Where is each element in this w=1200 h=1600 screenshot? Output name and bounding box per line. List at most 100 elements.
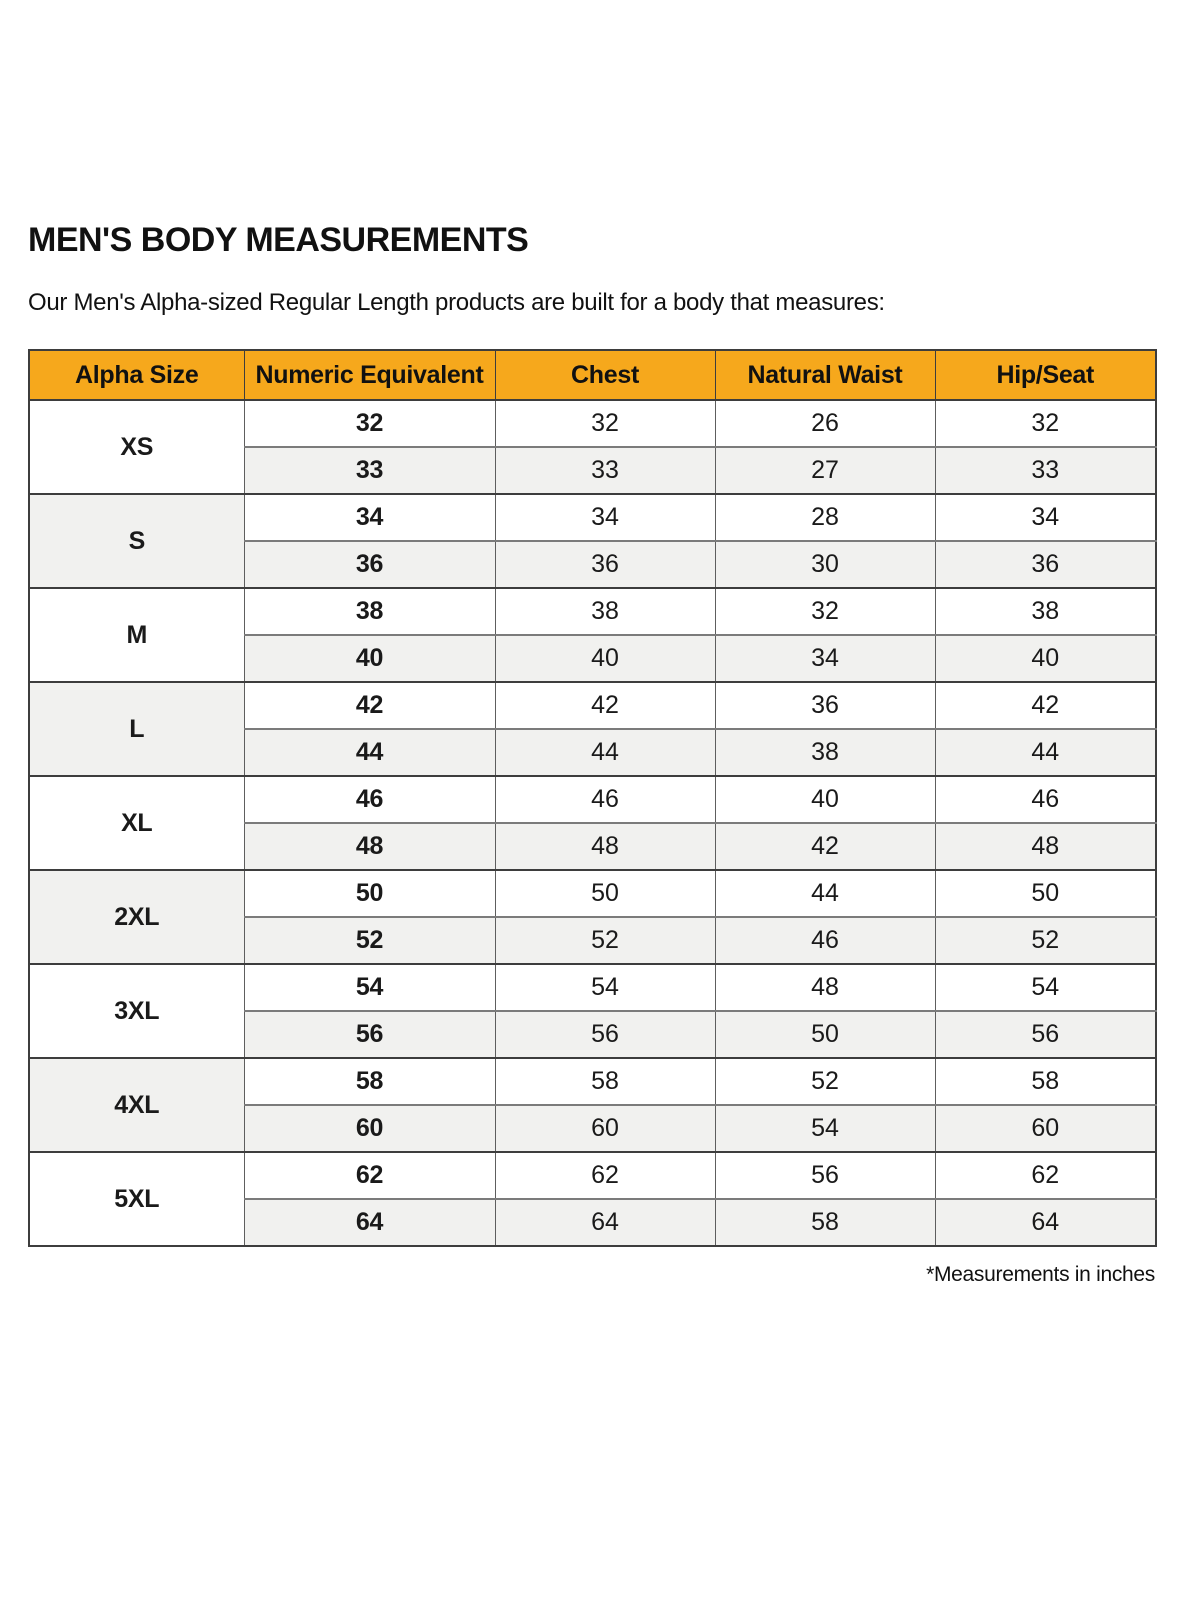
- chest-cell: 60: [494, 1104, 716, 1153]
- alpha-size-cell: L: [28, 681, 245, 777]
- size-table-body: XS 32 32 26 32 33 33 27 33 S 34 34 28 34 36 36 30 36 M 38 38…: [28, 399, 1157, 1247]
- chest-cell: 58: [494, 1057, 716, 1106]
- natural-waist-cell: 27: [714, 446, 936, 495]
- table-row: 2XL 50 50 44 50: [28, 869, 1157, 965]
- header-row: Alpha Size Numeric Equivalent Chest Natu…: [28, 349, 1157, 402]
- numeric-equivalent-cell: 60: [243, 1104, 496, 1153]
- numeric-equivalent-cell: 56: [243, 1010, 496, 1059]
- alpha-size-cell: 5XL: [28, 1151, 245, 1247]
- natural-waist-cell: 30: [714, 540, 936, 589]
- natural-waist-cell: 38: [714, 728, 936, 777]
- header-cell-numeric-equivalent: Numeric Equivalent: [243, 349, 496, 402]
- numeric-equivalent-cell: 52: [243, 916, 496, 965]
- chest-cell: 54: [494, 963, 716, 1012]
- natural-waist-cell: 50: [714, 1010, 936, 1059]
- natural-waist-cell: 32: [714, 587, 936, 636]
- table-row: L 42 42 36 42: [28, 681, 1157, 777]
- chest-cell: 62: [494, 1151, 716, 1200]
- table-row: XL 46 46 40 46: [28, 775, 1157, 871]
- content-area: MEN'S BODY MEASUREMENTS Our Men's Alpha-…: [28, 221, 1157, 1287]
- numeric-equivalent-cell: 42: [243, 681, 496, 730]
- table-row: M 38 38 32 38: [28, 587, 1157, 683]
- chest-cell: 52: [494, 916, 716, 965]
- numeric-equivalent-cell: 58: [243, 1057, 496, 1106]
- hip-seat-cell: 40: [934, 634, 1157, 683]
- alpha-size-cell: XL: [28, 775, 245, 871]
- natural-waist-cell: 28: [714, 493, 936, 542]
- numeric-equivalent-cell: 48: [243, 822, 496, 871]
- numeric-equivalent-cell: 38: [243, 587, 496, 636]
- alpha-size-cell: M: [28, 587, 245, 683]
- hip-seat-cell: 42: [934, 681, 1157, 730]
- natural-waist-cell: 40: [714, 775, 936, 824]
- natural-waist-cell: 54: [714, 1104, 936, 1153]
- header-cell-alpha-size: Alpha Size: [28, 349, 245, 402]
- alpha-size-cell: 4XL: [28, 1057, 245, 1153]
- hip-seat-cell: 56: [934, 1010, 1157, 1059]
- alpha-size-cell: 3XL: [28, 963, 245, 1059]
- header-cell-hip-seat: Hip/Seat: [934, 349, 1157, 402]
- hip-seat-cell: 33: [934, 446, 1157, 495]
- hip-seat-cell: 34: [934, 493, 1157, 542]
- chest-cell: 36: [494, 540, 716, 589]
- table-row: 36 36 30 36: [29, 540, 1157, 589]
- measurements-footnote: *Measurements in inches: [926, 1263, 1155, 1287]
- table-row: 33 33 27 33: [29, 446, 1157, 495]
- table-row: 5XL 62 62 56 62: [28, 1151, 1157, 1247]
- table-row: 64 64 58 64: [29, 1198, 1157, 1247]
- natural-waist-cell: 56: [714, 1151, 936, 1200]
- hip-seat-cell: 50: [934, 869, 1157, 918]
- chest-cell: 50: [494, 869, 716, 918]
- chest-cell: 44: [494, 728, 716, 777]
- hip-seat-cell: 32: [934, 399, 1157, 448]
- table-row: 56 56 50 56: [29, 1010, 1157, 1059]
- table-row: XS 32 32 26 32: [28, 399, 1157, 495]
- natural-waist-cell: 36: [714, 681, 936, 730]
- page-title: MEN'S BODY MEASUREMENTS: [28, 221, 529, 259]
- natural-waist-cell: 46: [714, 916, 936, 965]
- natural-waist-cell: 48: [714, 963, 936, 1012]
- table-row: 60 60 54 60: [29, 1104, 1157, 1153]
- table-row: 4XL 58 58 52 58: [28, 1057, 1157, 1153]
- natural-waist-cell: 52: [714, 1057, 936, 1106]
- table-row: 40 40 34 40: [29, 634, 1157, 683]
- numeric-equivalent-cell: 36: [243, 540, 496, 589]
- hip-seat-cell: 58: [934, 1057, 1157, 1106]
- page-subtitle: Our Men's Alpha-sized Regular Length pro…: [28, 289, 885, 317]
- size-chart-table: Alpha Size Numeric Equivalent Chest Natu…: [28, 349, 1157, 1248]
- hip-seat-cell: 52: [934, 916, 1157, 965]
- numeric-equivalent-cell: 32: [243, 399, 496, 448]
- natural-waist-cell: 42: [714, 822, 936, 871]
- natural-waist-cell: 58: [714, 1198, 936, 1247]
- natural-waist-cell: 34: [714, 634, 936, 683]
- chest-cell: 56: [494, 1010, 716, 1059]
- hip-seat-cell: 48: [934, 822, 1157, 871]
- numeric-equivalent-cell: 54: [243, 963, 496, 1012]
- alpha-size-cell: 2XL: [28, 869, 245, 965]
- chest-cell: 40: [494, 634, 716, 683]
- natural-waist-cell: 44: [714, 869, 936, 918]
- numeric-equivalent-cell: 50: [243, 869, 496, 918]
- table-row: S 34 34 28 34: [28, 493, 1157, 589]
- hip-seat-cell: 62: [934, 1151, 1157, 1200]
- alpha-size-cell: S: [28, 493, 245, 589]
- numeric-equivalent-cell: 64: [243, 1198, 496, 1247]
- header-cell-chest: Chest: [494, 349, 716, 402]
- chest-cell: 46: [494, 775, 716, 824]
- hip-seat-cell: 36: [934, 540, 1157, 589]
- hip-seat-cell: 46: [934, 775, 1157, 824]
- table-row: 3XL 54 54 48 54: [28, 963, 1157, 1059]
- hip-seat-cell: 38: [934, 587, 1157, 636]
- chest-cell: 48: [494, 822, 716, 871]
- hip-seat-cell: 44: [934, 728, 1157, 777]
- numeric-equivalent-cell: 34: [243, 493, 496, 542]
- table-row: 52 52 46 52: [29, 916, 1157, 965]
- numeric-equivalent-cell: 46: [243, 775, 496, 824]
- size-table-header: Alpha Size Numeric Equivalent Chest Natu…: [28, 349, 1157, 402]
- chest-cell: 33: [494, 446, 716, 495]
- chest-cell: 42: [494, 681, 716, 730]
- header-cell-natural-waist: Natural Waist: [714, 349, 936, 402]
- chest-cell: 32: [494, 399, 716, 448]
- hip-seat-cell: 60: [934, 1104, 1157, 1153]
